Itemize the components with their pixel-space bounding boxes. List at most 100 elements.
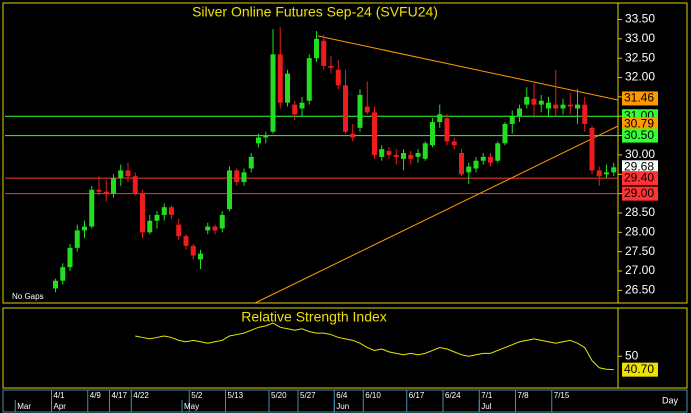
y-tick-label: 33.00 (625, 31, 655, 45)
rsi-current-box (622, 362, 658, 377)
y-tick-label: 30.00 (625, 147, 655, 161)
x-tick-label: 7/8 (518, 391, 530, 400)
candle-body (234, 170, 240, 183)
candle-body (256, 137, 261, 144)
candle-body (183, 236, 189, 246)
candle-body (480, 156, 486, 161)
x-tick-label: 4/9 (90, 391, 102, 400)
candle-body (103, 191, 109, 194)
candle-body (328, 65, 334, 68)
level-label: 30.50 (624, 128, 654, 142)
no-gaps-note: No Gaps (12, 292, 44, 301)
level-label-box (622, 128, 658, 143)
level-label: 30.79 (624, 117, 654, 131)
candle-body (306, 58, 312, 101)
x-tick-label: 7/1 (481, 391, 493, 400)
x-tick-label: 7/15 (554, 391, 570, 400)
candle-body (357, 94, 363, 128)
candle-body (147, 220, 153, 233)
candle-body (169, 207, 174, 215)
candle-body (560, 104, 566, 109)
candle-body (285, 73, 290, 103)
candle-body (473, 160, 479, 169)
candle-body (263, 135, 269, 138)
trendline-lower (254, 125, 619, 304)
candle-body (335, 69, 341, 86)
candle-body (430, 122, 435, 146)
month-label: Jun (336, 402, 349, 411)
rsi-tick-label: 50 (625, 348, 639, 362)
candle-body (611, 167, 617, 173)
candle-body (372, 112, 377, 155)
x-tick-label: 6/17 (409, 391, 425, 400)
rsi-current-label: 40.70 (624, 362, 654, 376)
candle-body (190, 245, 196, 256)
level-label-box (622, 117, 658, 132)
y-tick-label: 32.00 (625, 70, 655, 84)
candle-body (125, 170, 131, 177)
y-tick-label: 27.50 (625, 244, 655, 258)
y-tick-label: 27.00 (625, 263, 655, 277)
candle-body (212, 226, 218, 231)
candle-body (401, 153, 406, 159)
candle-body (154, 214, 160, 221)
candle-body (488, 156, 493, 163)
candle-body (82, 226, 87, 231)
candle-body (219, 214, 225, 229)
candle-body (314, 38, 319, 59)
candle-body (567, 104, 573, 107)
chart-title: Silver Online Futures Sep-24 (SVFU24) (192, 4, 438, 20)
candle-body (277, 54, 283, 103)
rsi-panel-frame (2, 307, 688, 389)
candle-body (444, 118, 450, 142)
candle-body (524, 96, 530, 105)
x-tick-label: 5/13 (228, 391, 244, 400)
candle-body (67, 247, 73, 268)
candle-body (270, 54, 276, 132)
candle-body (386, 151, 392, 155)
candle-body (60, 267, 66, 281)
level-label-box (622, 160, 658, 175)
level-label-box (622, 171, 658, 186)
y-tick-label: 26.50 (625, 283, 655, 297)
trendline-upper (317, 35, 619, 101)
candle-body (538, 100, 544, 105)
candle-body (422, 143, 428, 159)
candle-body (495, 143, 501, 161)
rsi-title: Relative Strength Index (241, 309, 387, 325)
candle-body (241, 172, 247, 183)
x-tick-label: 6/4 (336, 391, 348, 400)
candle-body (379, 149, 385, 157)
candle-body (118, 170, 124, 179)
month-label: Apr (54, 402, 67, 411)
candle-body (546, 102, 551, 109)
candle-body (604, 172, 609, 175)
x-tick-label: 6/24 (445, 391, 461, 400)
x-unit-label: Day (662, 395, 679, 405)
x-tick-label: 5/20 (271, 391, 287, 400)
x-tick-label: 4/22 (133, 391, 149, 400)
month-label: Jul (481, 402, 491, 411)
candle-body (364, 106, 370, 113)
level-label: 29.00 (624, 186, 654, 200)
level-label-box (622, 91, 658, 106)
candle-body (53, 280, 58, 289)
candle-body (408, 154, 414, 159)
level-label-box (622, 186, 658, 201)
level-label: 31.46 (624, 91, 654, 105)
level-label: 29.68 (624, 159, 654, 173)
candle-body (248, 156, 254, 169)
candle-body (575, 104, 580, 109)
candle-body (415, 153, 421, 157)
candle-body (350, 133, 356, 138)
month-label: May (184, 402, 199, 411)
candle-body (553, 104, 559, 109)
candle-body (531, 98, 537, 105)
candle-body (459, 153, 464, 175)
candle-body (343, 85, 348, 132)
candle-body (451, 141, 457, 146)
rsi-line (135, 322, 614, 371)
candle-body (299, 102, 305, 109)
